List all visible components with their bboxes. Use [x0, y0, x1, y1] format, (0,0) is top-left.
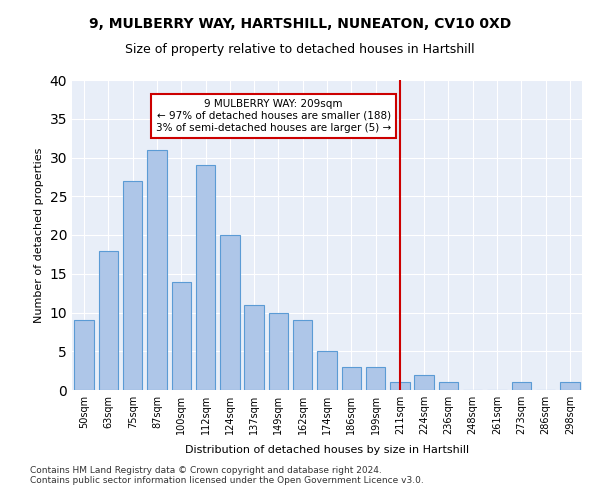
Text: Contains HM Land Registry data © Crown copyright and database right 2024.
Contai: Contains HM Land Registry data © Crown c… [30, 466, 424, 485]
Bar [244, 304, 264, 390]
Bar [439, 382, 458, 390]
Y-axis label: Number of detached properties: Number of detached properties [34, 148, 44, 322]
Bar [390, 382, 410, 390]
Bar [220, 235, 239, 390]
Bar [293, 320, 313, 390]
Bar [147, 150, 167, 390]
Text: 9 MULBERRY WAY: 209sqm
← 97% of detached houses are smaller (188)
3% of semi-det: 9 MULBERRY WAY: 209sqm ← 97% of detached… [156, 100, 391, 132]
Bar [269, 312, 288, 390]
Bar [123, 180, 142, 390]
Bar [317, 351, 337, 390]
Bar [366, 367, 385, 390]
Bar [512, 382, 531, 390]
Bar [341, 367, 361, 390]
Bar [415, 374, 434, 390]
Bar [560, 382, 580, 390]
Text: 9, MULBERRY WAY, HARTSHILL, NUNEATON, CV10 0XD: 9, MULBERRY WAY, HARTSHILL, NUNEATON, CV… [89, 18, 511, 32]
Text: Size of property relative to detached houses in Hartshill: Size of property relative to detached ho… [125, 42, 475, 56]
X-axis label: Distribution of detached houses by size in Hartshill: Distribution of detached houses by size … [185, 446, 469, 456]
Bar [99, 250, 118, 390]
Bar [196, 165, 215, 390]
Bar [172, 282, 191, 390]
Bar [74, 320, 94, 390]
